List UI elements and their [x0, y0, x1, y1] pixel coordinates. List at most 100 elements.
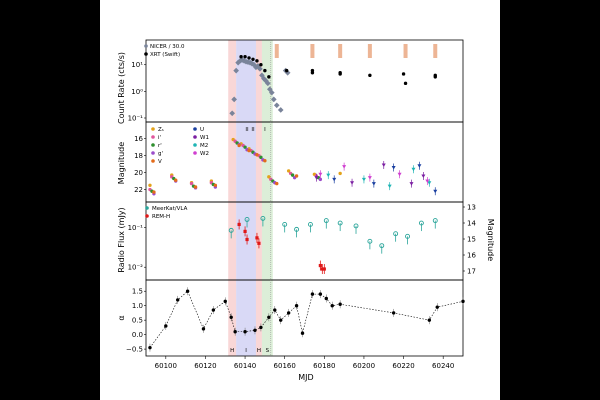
radio-remh-point-7	[322, 267, 326, 271]
radio-remh-point-2	[245, 237, 249, 242]
count_rate-nicer300-point-22	[273, 102, 280, 109]
count_rate-xrtswift-point-17	[433, 73, 437, 78]
magnitude-v-point-9	[294, 174, 299, 178]
count_rate-nicer300-point-0	[229, 110, 236, 117]
magnitude-u-point-2	[391, 166, 396, 170]
band-label-3: S	[266, 348, 270, 354]
radio-meerkatvla-point-12	[405, 233, 410, 239]
legend-nicer: NICER / 30.0	[150, 44, 185, 50]
legend-marker-m2	[193, 143, 197, 147]
epoch-marker-4	[403, 44, 408, 58]
epoch-marker-2	[338, 44, 343, 58]
alpha-line	[149, 290, 464, 348]
magnitude-m2-point-3	[411, 167, 416, 172]
legend-marker-remh	[145, 214, 149, 218]
magnitude-ytick-label-undefined3: 22	[134, 186, 143, 194]
band-top-label-0: II	[245, 127, 249, 133]
magnitude-w1-point-3	[409, 182, 414, 186]
legend-marker-xrtswift	[144, 52, 148, 56]
radio-meerkatvla-point-14	[432, 218, 438, 224]
alpha--point-24	[427, 318, 432, 322]
radio-meerkatvla-point-0	[228, 227, 234, 233]
epoch-marker-5	[433, 44, 438, 58]
alpha--point-4	[201, 327, 206, 331]
count_rate-ytick-label-undefined2: 10⁻¹	[128, 115, 144, 123]
count_rate-xrtswift-point-7	[267, 75, 271, 79]
magnitude-u-point-1	[371, 182, 376, 186]
magnitude-v-point-2	[193, 185, 198, 189]
radio-meerkatvla-point-7	[337, 220, 343, 226]
alpha--point-16	[294, 304, 299, 308]
x-tick-label-3: 60160	[274, 362, 296, 370]
legend-marker-u	[193, 127, 197, 131]
state-bands: H I H SII II I	[228, 40, 438, 356]
alpha--point-25	[435, 305, 439, 309]
count_rate-xrtswift-point-2	[247, 56, 251, 60]
radio-ytick-label-undefined0: 10⁻¹	[128, 224, 144, 232]
magnitude-m2-point-4	[427, 181, 432, 185]
radio-meerkatvla-point-13	[418, 220, 424, 226]
legend-v: V	[158, 159, 162, 165]
legend-m2: M2	[200, 143, 208, 149]
x-tick-label-2: 60140	[234, 362, 256, 370]
x-tick-label-5: 60200	[353, 362, 375, 370]
count_rate-xrtswift-point-1	[243, 55, 247, 59]
alpha--point-2	[176, 298, 180, 302]
legend-meerkat: MeerKat/VLA	[152, 206, 188, 212]
alpha--point-6	[223, 299, 227, 304]
x-tick-label-7: 60240	[432, 362, 454, 370]
legend-marker-w1	[193, 135, 197, 139]
count_rate-xrtswift-point-10	[310, 68, 315, 73]
count_rate-xrtswift-point-14	[401, 72, 406, 76]
alpha--point-9	[243, 330, 247, 334]
legends: NICER / 30.0 XRT (Swift) Zₛ i' r' g' V U…	[150, 44, 209, 220]
magnitude-zs-point-11	[338, 171, 342, 176]
magnitude-ytick-label-undefined2: 20	[134, 169, 143, 177]
count_rate-nicer300-point-21	[270, 96, 277, 103]
radio-right-tick-label-1: 14	[467, 220, 476, 228]
count_rate-nicer300-point-1	[231, 96, 237, 103]
magnitude-r-point-5	[243, 145, 247, 149]
alpha-ytick-label-undefined3: 0.0	[132, 331, 143, 339]
magnitude-i-point-2	[189, 181, 194, 186]
epoch-marker-3	[367, 44, 372, 58]
band-top-label-1: II	[251, 127, 255, 133]
count_rate-xrtswift-point-15	[403, 81, 408, 86]
band-label-0: H	[230, 348, 234, 354]
data-marks	[144, 40, 465, 356]
count_rate-xrtswift-point-5	[259, 63, 263, 67]
alpha-ytick-label-undefined4: −0.5	[126, 346, 143, 354]
magnitude-ytick-label-undefined0: 16	[134, 135, 143, 143]
magnitude-w2-point-2	[367, 176, 372, 180]
magnitude-u-point-4	[433, 189, 438, 194]
alpha--point-22	[338, 302, 342, 306]
state-band-2	[255, 40, 262, 356]
alpha--point-23	[391, 311, 396, 315]
magnitude-w1-point-0	[314, 176, 319, 180]
x-tick-label-4: 60180	[313, 362, 335, 370]
magnitude-w1-point-4	[421, 174, 426, 178]
alpha-ylabel: α	[117, 315, 126, 320]
radio-ytick-label-undefined1: 10⁻²	[128, 264, 144, 272]
radio-right-tick-label-4: 17	[467, 268, 476, 276]
radio-remh-point-5	[318, 263, 322, 268]
panels	[145, 39, 464, 357]
legend-g: g'	[158, 151, 163, 157]
alpha--point-7	[229, 315, 233, 319]
radio-meerkatvla-point-6	[323, 218, 329, 224]
radio-remh-point-0	[237, 222, 241, 227]
magnitude-v-point-7	[263, 159, 267, 163]
alpha--point-18	[310, 292, 315, 296]
band-label-1: I	[245, 348, 247, 354]
magnitude-v-point-0	[152, 190, 156, 194]
alpha-ytick-label-undefined0: 1.5	[132, 288, 143, 296]
radio-remh-point-3	[255, 236, 259, 240]
axes: 60100 60120 60140 60160 60180 60200 60220 60240…	[126, 61, 476, 370]
magnitude-v-point-5	[247, 148, 251, 153]
count_rate-xrtswift-point-6	[263, 68, 267, 73]
x-axis-label: MJD	[298, 373, 313, 382]
count_rate-nicer300-point-2	[233, 67, 239, 74]
alpha--point-17	[300, 331, 305, 335]
alpha--point-26	[461, 299, 465, 304]
legend-zs: Zₛ	[158, 127, 164, 133]
